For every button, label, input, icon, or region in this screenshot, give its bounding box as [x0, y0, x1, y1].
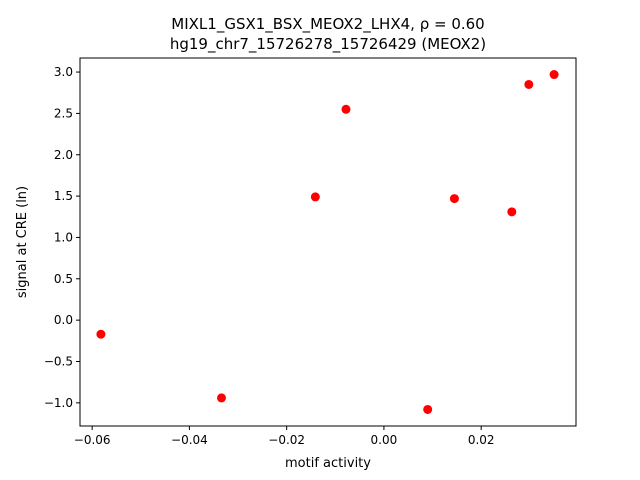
data-point	[549, 70, 559, 80]
x-tick-label: 0.00	[371, 433, 398, 447]
x-tick-label: 0.02	[468, 433, 495, 447]
chart-title-line1: MIXL1_GSX1_BSX_MEOX2_LHX4, ρ = 0.60	[171, 15, 484, 34]
y-tick-label: 1.0	[54, 230, 73, 244]
data-point	[507, 207, 517, 217]
data-point	[341, 104, 351, 114]
y-tick-label: −0.5	[44, 354, 73, 368]
y-tick-label: −1.0	[44, 396, 73, 410]
data-point	[423, 404, 433, 414]
y-tick-label: 2.5	[54, 106, 73, 120]
axis-ticks: −0.06 −0.04 −0.02 0.00 0.02 −1.0 −0.5 0.0 0.5 1.0…	[44, 65, 495, 447]
data-point	[217, 393, 227, 403]
x-axis-label: motif activity	[285, 456, 371, 471]
x-tick-label: −0.06	[74, 433, 111, 447]
plot-frame	[79, 57, 577, 427]
y-tick-label: 1.5	[54, 189, 73, 203]
y-tick-label: 2.0	[54, 148, 73, 162]
data-point	[96, 329, 106, 339]
y-tick-label: 0.5	[54, 272, 73, 286]
data-points	[96, 70, 559, 414]
chart-title-line2: hg19_chr7_15726278_15726429 (MEOX2)	[170, 35, 486, 54]
data-point	[310, 192, 320, 202]
y-tick-label: 0.0	[54, 313, 73, 327]
data-point	[449, 194, 459, 204]
y-tick-label: 3.0	[54, 65, 73, 79]
x-tick-label: −0.02	[268, 433, 305, 447]
data-point	[524, 79, 534, 89]
y-axis-label: signal at CRE (ln)	[15, 186, 30, 298]
x-tick-label: −0.04	[171, 433, 208, 447]
